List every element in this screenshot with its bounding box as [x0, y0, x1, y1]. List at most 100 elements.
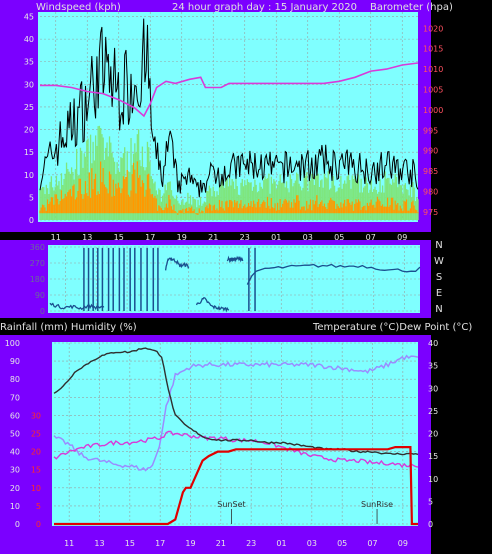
direction-y-tick-label: 0: [40, 307, 45, 316]
humidity-y-tick-label: 10: [10, 502, 20, 511]
top-x-tick-label: 13: [82, 233, 92, 242]
humidity-y-tick-label: 80: [10, 375, 20, 384]
barometer-y-tick-label: 980: [423, 187, 438, 196]
humidity-y-tick-label: 30: [10, 466, 20, 475]
rain-humidity-axis-label: Rainfall (mm) Humidity (%): [0, 322, 137, 333]
direction-line: [226, 255, 244, 264]
humidity-y-tick-label: 70: [10, 393, 20, 402]
bottom-x-tick-label: 15: [125, 539, 135, 548]
sun-annotation-label: SunRise: [361, 500, 393, 509]
barometer-y-tick-label: 975: [423, 208, 438, 217]
direction-line: [49, 302, 105, 311]
temperature-y-tick-label: 25: [428, 407, 438, 416]
temperature-y-tick-label: 40: [428, 339, 438, 348]
humidity-y-tick-label: 40: [10, 448, 20, 457]
bottom-x-tick-label: 23: [246, 539, 256, 548]
direction-y-tick-label: 360: [30, 243, 45, 252]
wind-y-tick-label: 10: [24, 171, 34, 180]
humidity-y-tick-label: 100: [5, 339, 20, 348]
barometer-y-tick-label: 1015: [423, 45, 443, 54]
barometer-y-tick-label: 985: [423, 167, 438, 176]
compass-label: W: [434, 256, 444, 267]
humidity-y-tick-label: 50: [10, 430, 20, 439]
bottom-x-tick-label: 21: [216, 539, 226, 548]
direction-line: [246, 263, 421, 285]
bottom-x-tick-label: 07: [367, 539, 377, 548]
temperature-y-tick-label: 0: [428, 520, 433, 529]
rainfall-y-tick-label: 15: [31, 466, 41, 475]
wind-y-tick-label: 30: [24, 80, 34, 89]
top-x-tick-label: 07: [366, 233, 376, 242]
rainfall-y-tick-label: 30: [31, 411, 41, 420]
compass-label: N: [435, 240, 442, 251]
bottom-axis-ticks: 11 13 15 17 19 21 23 01 03 05 07 090102030405060708…: [5, 339, 438, 548]
bottom-x-tick-label: 17: [155, 539, 165, 548]
direction-axis-ticks: 0 90 180 270 360: [30, 243, 45, 316]
temperature-y-tick-label: 15: [428, 452, 438, 461]
barometer-y-tick-label: 1000: [423, 106, 443, 115]
bottom-x-tick-label: 11: [64, 539, 74, 548]
direction-y-tick-label: 180: [30, 275, 45, 284]
bottom-series: [53, 347, 419, 526]
direction-y-tick-label: 90: [35, 291, 45, 300]
top-x-tick-label: 11: [51, 233, 61, 242]
wind-y-tick-label: 15: [24, 148, 34, 157]
direction-y-tick-label: 270: [30, 259, 45, 268]
wind-y-tick-label: 40: [24, 35, 34, 44]
top-x-tick-label: 05: [334, 233, 344, 242]
bottom-x-tick-label: 13: [94, 539, 104, 548]
temperature-y-tick-label: 30: [428, 384, 438, 393]
direction-series: [49, 247, 421, 313]
top-x-tick-label: 21: [208, 233, 218, 242]
top-x-tick-label: 17: [145, 233, 155, 242]
bottom-x-tick-label: 01: [276, 539, 286, 548]
temperature-line: [53, 347, 419, 456]
compass-label: S: [436, 272, 442, 283]
wind-axis-label: Windspeed (kph): [36, 2, 121, 13]
temperature-y-tick-label: 20: [428, 430, 438, 439]
wind-y-tick-label: 5: [29, 193, 34, 202]
bottom-plot-background: [52, 342, 418, 526]
bottom-x-tick-label: 09: [398, 539, 408, 548]
top-axis-ticks: 11 13 15 17 19 21 23 01 03 05 07 090510152025303540…: [24, 13, 444, 242]
rainfall-y-tick-label: 20: [31, 448, 41, 457]
wind-y-tick-label: 0: [29, 216, 34, 225]
wind-y-tick-label: 35: [24, 58, 34, 67]
compass-label: E: [436, 288, 442, 299]
rainfall-y-tick-label: 0: [36, 520, 41, 529]
humidity-line: [53, 354, 419, 472]
humidity-y-tick-label: 0: [15, 520, 20, 529]
temperature-axis-label: Temperature (°C)Dew Point (°C): [312, 322, 472, 333]
barometer-y-tick-label: 1020: [423, 24, 443, 33]
bottom-grid: [54, 342, 418, 525]
top-series: [39, 18, 419, 220]
top-x-tick-label: 09: [397, 233, 407, 242]
humidity-y-tick-label: 20: [10, 484, 20, 493]
rainfall-y-tick-label: 25: [31, 430, 41, 439]
rainfall-y-tick-label: 5: [36, 502, 41, 511]
barometer-y-tick-label: 990: [423, 147, 438, 156]
barometer-y-tick-label: 1005: [423, 85, 443, 94]
humidity-y-tick-label: 60: [10, 411, 20, 420]
sun-annotations: SunSet SunRise: [217, 500, 393, 524]
wind-gust-line: [39, 18, 419, 198]
bottom-x-tick-label: 19: [185, 539, 195, 548]
bottom-x-tick-label: 03: [307, 539, 317, 548]
direction-line: [195, 296, 230, 313]
top-x-tick-label: 01: [271, 233, 281, 242]
direction-line: [164, 257, 190, 271]
temperature-y-tick-label: 35: [428, 362, 438, 371]
compass-label: N: [435, 304, 442, 315]
bottom-x-tick-label: 05: [337, 539, 347, 548]
graph-title: 24 hour graph day : 15 January 2020: [172, 2, 357, 13]
barometer-axis-label: Barometer (hpa): [370, 2, 453, 13]
dewpoint-line: [53, 430, 419, 469]
wind-y-tick-label: 25: [24, 103, 34, 112]
wind-y-tick-label: 20: [24, 126, 34, 135]
temperature-y-tick-label: 5: [428, 497, 433, 506]
rainfall-line: [54, 446, 418, 526]
top-x-tick-label: 19: [177, 233, 187, 242]
sun-annotation-label: SunSet: [217, 500, 245, 509]
